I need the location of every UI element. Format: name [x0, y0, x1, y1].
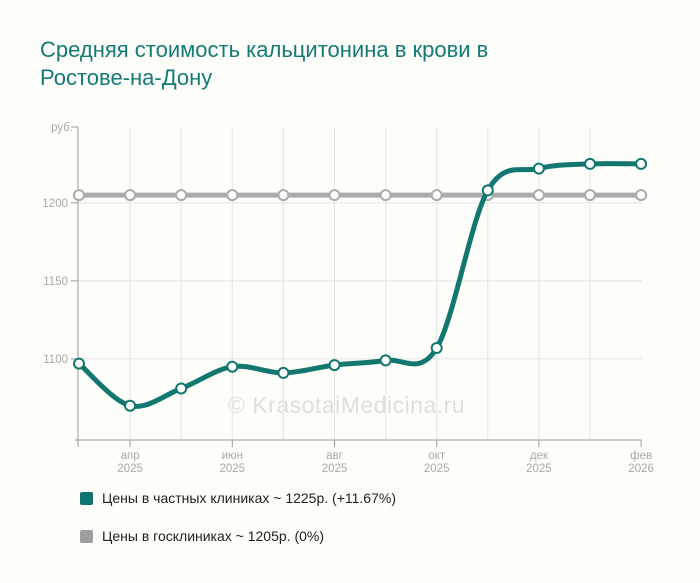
data-point-marker[interactable]	[226, 360, 239, 373]
y-axis-tick-label: 1100	[43, 354, 68, 366]
price-chart: руб.120011501100апр2025июн2025авг2025окт…	[42, 122, 654, 475]
x-axis-tick-label-month: авг	[326, 450, 343, 462]
data-point-marker[interactable]	[584, 189, 596, 202]
x-axis-tick-label-month: дек	[530, 450, 549, 462]
data-point-marker[interactable]	[379, 354, 392, 367]
x-axis-tick-label-month: окт	[428, 450, 446, 462]
data-point-marker[interactable]	[481, 184, 494, 197]
data-point-marker[interactable]	[73, 357, 85, 370]
x-axis-tick-label-month: апр	[121, 450, 140, 462]
y-axis-unit-label: руб.	[51, 122, 73, 134]
data-point-marker[interactable]	[379, 189, 392, 202]
x-axis-tick-label-year: 2025	[220, 463, 246, 475]
chart-title: Средняя стоимость кальцитонина в крови в…	[40, 37, 489, 90]
chart-legend: Цены в частных клиниках ~ 1225р. (+11.67…	[80, 490, 396, 566]
legend-swatch-state-clinics	[80, 529, 93, 543]
x-axis-tick-label-year: 2025	[424, 463, 450, 475]
data-point-marker[interactable]	[584, 157, 596, 170]
data-point-marker[interactable]	[73, 189, 85, 202]
legend-item-state-clinics[interactable]: Цены в госклиниках ~ 1205р. (0%)	[80, 528, 396, 544]
x-axis-tick-label-year: 2026	[628, 463, 654, 475]
series-line-private-clinics	[76, 161, 644, 409]
x-axis-tick-label-month: июн	[222, 450, 243, 462]
data-point-marker[interactable]	[635, 189, 648, 202]
x-axis-tick-label-year: 2025	[117, 463, 143, 475]
data-point-marker[interactable]	[430, 189, 443, 202]
y-axis-tick-label: 1150	[43, 276, 68, 288]
legend-swatch-private-clinics	[80, 491, 93, 505]
data-point-marker[interactable]	[430, 342, 443, 354]
y-axis-tick-label: 1200	[42, 198, 68, 210]
x-axis-tick-label-year: 2025	[322, 463, 348, 475]
data-point-marker[interactable]	[277, 189, 290, 202]
data-point-marker[interactable]	[124, 189, 137, 202]
data-point-marker[interactable]	[328, 359, 341, 372]
data-point-marker[interactable]	[277, 366, 290, 379]
data-point-marker[interactable]	[635, 157, 648, 170]
data-point-marker[interactable]	[175, 189, 188, 202]
watermark: © KrasotaiMedicina.ru	[228, 392, 466, 418]
data-point-marker[interactable]	[124, 399, 137, 412]
data-point-marker[interactable]	[532, 189, 545, 202]
legend-label-private-clinics: Цены в частных клиниках ~ 1225р. (+11.67…	[102, 490, 396, 506]
data-point-marker[interactable]	[175, 382, 188, 395]
legend-label-state-clinics: Цены в госклиниках ~ 1205р. (0%)	[102, 528, 325, 544]
data-point-marker[interactable]	[532, 162, 545, 175]
legend-item-private-clinics[interactable]: Цены в частных клиниках ~ 1225р. (+11.67…	[80, 490, 396, 506]
data-point-marker[interactable]	[328, 189, 341, 202]
x-axis-tick-label-month: фев	[630, 450, 652, 462]
data-point-marker[interactable]	[226, 189, 239, 202]
x-axis-tick-label-year: 2025	[526, 463, 552, 475]
